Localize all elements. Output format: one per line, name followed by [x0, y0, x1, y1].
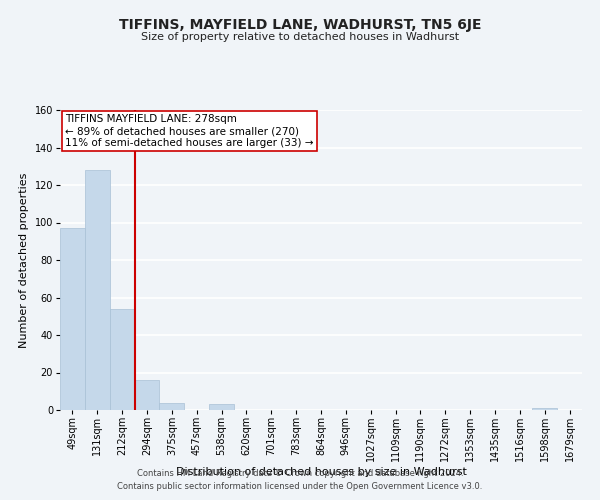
X-axis label: Distribution of detached houses by size in Wadhurst: Distribution of detached houses by size … — [176, 466, 466, 476]
Y-axis label: Number of detached properties: Number of detached properties — [19, 172, 29, 348]
Bar — [110, 308, 134, 410]
Text: TIFFINS MAYFIELD LANE: 278sqm
← 89% of detached houses are smaller (270)
11% of : TIFFINS MAYFIELD LANE: 278sqm ← 89% of d… — [65, 114, 314, 148]
Bar — [532, 408, 557, 410]
Text: Size of property relative to detached houses in Wadhurst: Size of property relative to detached ho… — [141, 32, 459, 42]
Text: Contains HM Land Registry data © Crown copyright and database right 2024.: Contains HM Land Registry data © Crown c… — [137, 468, 463, 477]
Text: TIFFINS, MAYFIELD LANE, WADHURST, TN5 6JE: TIFFINS, MAYFIELD LANE, WADHURST, TN5 6J… — [119, 18, 481, 32]
Bar — [85, 170, 110, 410]
Bar — [134, 380, 160, 410]
Bar — [60, 228, 85, 410]
Text: Contains public sector information licensed under the Open Government Licence v3: Contains public sector information licen… — [118, 482, 482, 491]
Bar — [209, 404, 234, 410]
Bar — [160, 402, 184, 410]
